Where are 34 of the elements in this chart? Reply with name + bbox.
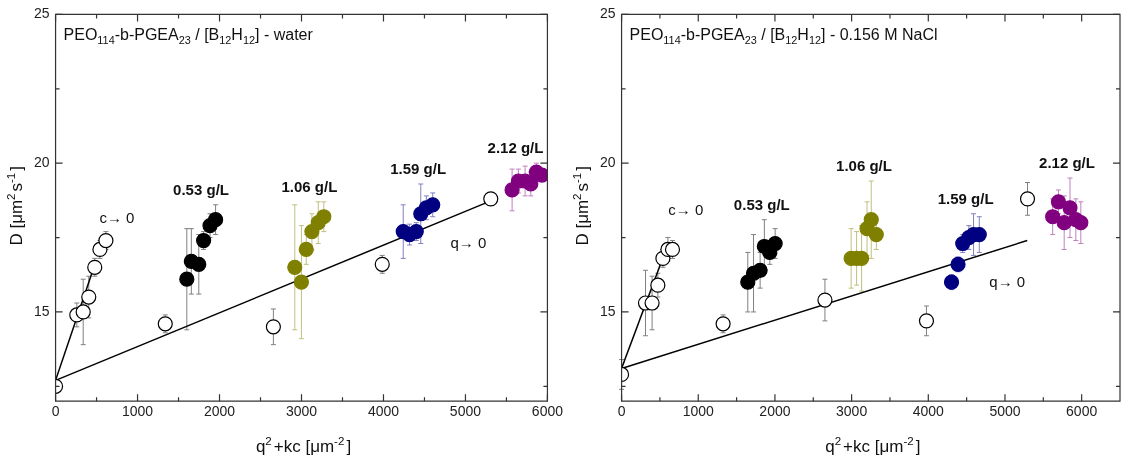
series-label: q→ 0 — [989, 272, 1026, 290]
y-tick-label: 15 — [599, 302, 616, 319]
text: c→ 0 — [99, 209, 135, 227]
series-label: 1.59 g/L — [390, 160, 447, 178]
x-tick-label: 5000 — [449, 403, 482, 420]
x-tick-label: 5000 — [989, 403, 1021, 420]
x-tick-label: 0 — [51, 403, 60, 420]
x-tick-label: 6000 — [531, 403, 564, 420]
series-label: 2.12 g/L — [487, 139, 544, 157]
x-tick-label: 1000 — [121, 403, 154, 420]
series-label: q→ 0 — [450, 233, 487, 251]
series-label: 0.53 g/L — [173, 180, 229, 198]
y-tick-label: 15 — [33, 302, 50, 319]
series-label: 1.59 g/L — [937, 189, 994, 207]
series-label: 1.06 g/L — [281, 177, 338, 195]
x-tick-label: 6000 — [1066, 403, 1098, 420]
x-tick-label: 4000 — [367, 403, 400, 420]
x-tick-label: 2000 — [203, 403, 236, 420]
y-tick-label: 25 — [599, 5, 616, 22]
text: 1.06 g/L — [836, 157, 892, 175]
x-tick-label: 1000 — [682, 403, 715, 420]
x-tick-label: 3000 — [285, 403, 318, 420]
x-tick-label: 3000 — [836, 403, 868, 420]
y-tick-label: 20 — [33, 154, 50, 171]
series-label: 2.12 g/L — [1039, 154, 1095, 172]
x-tick-label: 2000 — [759, 403, 791, 420]
y-tick-label: 25 — [33, 5, 50, 22]
text: c→ 0 — [668, 200, 704, 218]
x-tick-label: 4000 — [912, 403, 945, 420]
series-label: 0.53 g/L — [733, 195, 790, 213]
y-tick-label: 20 — [599, 154, 616, 171]
x-tick-label: 0 — [617, 403, 626, 420]
y-axis-title: D [μm2s-1] — [571, 165, 592, 246]
y-axis-title: D [μm2s-1] — [5, 165, 26, 246]
